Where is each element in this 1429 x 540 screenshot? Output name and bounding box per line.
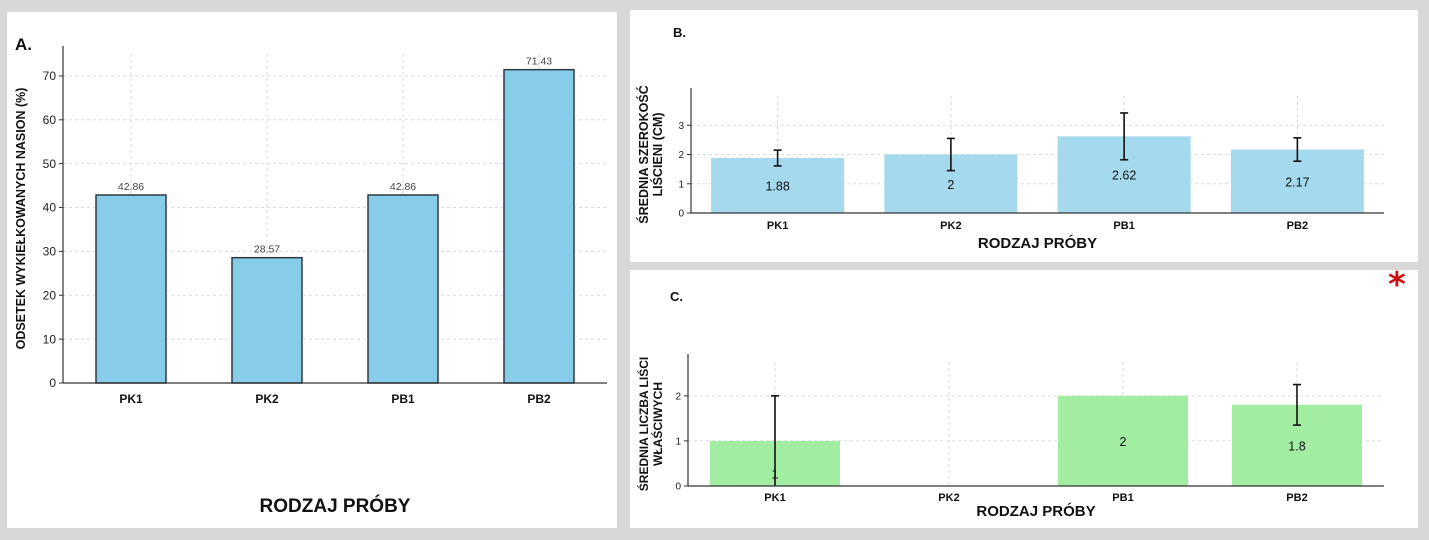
y-axis-title-c-line2: WŁAŚCIWYCH [650, 382, 665, 466]
x-tick-label-b-pb2: PB2 [1287, 220, 1308, 232]
panel-letter-c: C. [670, 289, 683, 304]
y-tick-label-b: 0 [678, 209, 684, 220]
x-axis-title-a: RODZAJ PRÓBY [260, 495, 411, 517]
panel-letter-a: A. [15, 35, 32, 54]
bar-c-pb1 [1058, 395, 1188, 486]
value-label-a-pk1: 42.86 [118, 181, 144, 193]
y-tick-label-b: 1 [678, 179, 684, 190]
chart-panel-a: A. 42.86 28.57 42.86 71.43 0 10 20 30 40 50 60 70 PK1… [7, 12, 617, 528]
x-tick-label-c-pk2: PK2 [938, 492, 959, 504]
bar-b-pk1 [711, 158, 845, 213]
x-tick-label-b-pk1: PK1 [767, 220, 788, 232]
value-label-a-pk2: 28.57 [254, 244, 280, 256]
y-axis-title-c-line1: ŚREDNIA LICZBA LIŚCI [636, 357, 651, 491]
value-label-c-pb2: 1.8 [1288, 439, 1305, 453]
chart-panel-c: C. 1 2 1.8 0 1 2 PK1 PK2 PB1 PB2 RODZAJ PRÓBY ŚREDNI… [630, 270, 1418, 528]
y-axis-title-b-line2: LIŚCIENI (CM) [650, 112, 665, 196]
value-label-c-pb1: 2 [1120, 435, 1127, 449]
x-axis-title-c: RODZAJ PRÓBY [976, 502, 1095, 520]
bar-a-pb2 [503, 68, 575, 384]
value-label-b-pk2: 2 [947, 178, 954, 192]
y-axis-title-b-line1: ŚREDNIA SZEROKOŚĆ [636, 85, 651, 223]
significance-asterisk: * [1388, 265, 1406, 305]
x-tick-label-a-pb1: PB1 [391, 392, 415, 406]
y-tick-label-a: 0 [49, 376, 56, 390]
value-label-b-pk1: 1.88 [765, 180, 789, 194]
x-tick-label-a-pb2: PB2 [527, 392, 551, 406]
y-tick-label-a: 70 [43, 69, 57, 83]
x-tick-label-a-pk2: PK2 [255, 392, 279, 406]
x-tick-label-c-pb1: PB1 [1112, 492, 1133, 504]
x-tick-label-b-pk2: PK2 [940, 220, 961, 232]
value-label-c-pk1: 1 [772, 467, 779, 481]
x-tick-label-c-pk1: PK1 [764, 492, 785, 504]
panel-letter-b: B. [673, 25, 686, 40]
bar-a-pk2 [231, 256, 303, 384]
chart-a-svg: A. 42.86 28.57 42.86 71.43 0 10 20 30 40 50 60 70 PK1… [14, 35, 607, 517]
y-tick-label-b: 2 [678, 150, 684, 161]
y-tick-label-a: 30 [43, 245, 57, 259]
chart-b-svg: B. 1.88 2 2.62 2.17 0 1 2 3 PK1 PK2 PB1 PB2 RODZAJ PR… [636, 25, 1384, 252]
chart-c-svg: C. 1 2 1.8 0 1 2 PK1 PK2 PB1 PB2 RODZAJ PRÓBY ŚREDNI… [636, 289, 1384, 520]
y-axis-title-a: ODSETEK WYKIEŁKOWANYCH NASION (%) [14, 88, 28, 350]
y-tick-label-c: 1 [675, 436, 681, 447]
y-tick-label-a: 60 [43, 113, 57, 127]
value-label-b-pb1: 2.62 [1112, 169, 1136, 183]
x-tick-label-c-pb2: PB2 [1286, 492, 1307, 504]
y-tick-label-a: 50 [43, 157, 57, 171]
bar-a-pk1 [95, 194, 167, 384]
value-label-a-pb1: 42.86 [390, 181, 416, 193]
y-tick-label-c: 2 [675, 391, 681, 402]
x-tick-label-a-pk1: PK1 [119, 392, 143, 406]
y-tick-label-b: 3 [678, 121, 684, 132]
bar-a-pb1 [367, 194, 439, 384]
value-label-b-pb2: 2.17 [1285, 175, 1309, 189]
chart-panel-b: B. 1.88 2 2.62 2.17 0 1 2 3 PK1 PK2 PB1 PB2 RODZAJ PR… [630, 10, 1418, 262]
y-tick-label-c: 0 [675, 482, 681, 493]
y-tick-label-a: 20 [43, 288, 57, 302]
x-tick-label-b-pb1: PB1 [1113, 220, 1134, 232]
y-tick-label-a: 10 [43, 332, 57, 346]
value-label-a-pb2: 71.43 [526, 56, 552, 68]
x-axis-title-b: RODZAJ PRÓBY [978, 234, 1097, 252]
y-tick-label-a: 40 [43, 201, 57, 215]
